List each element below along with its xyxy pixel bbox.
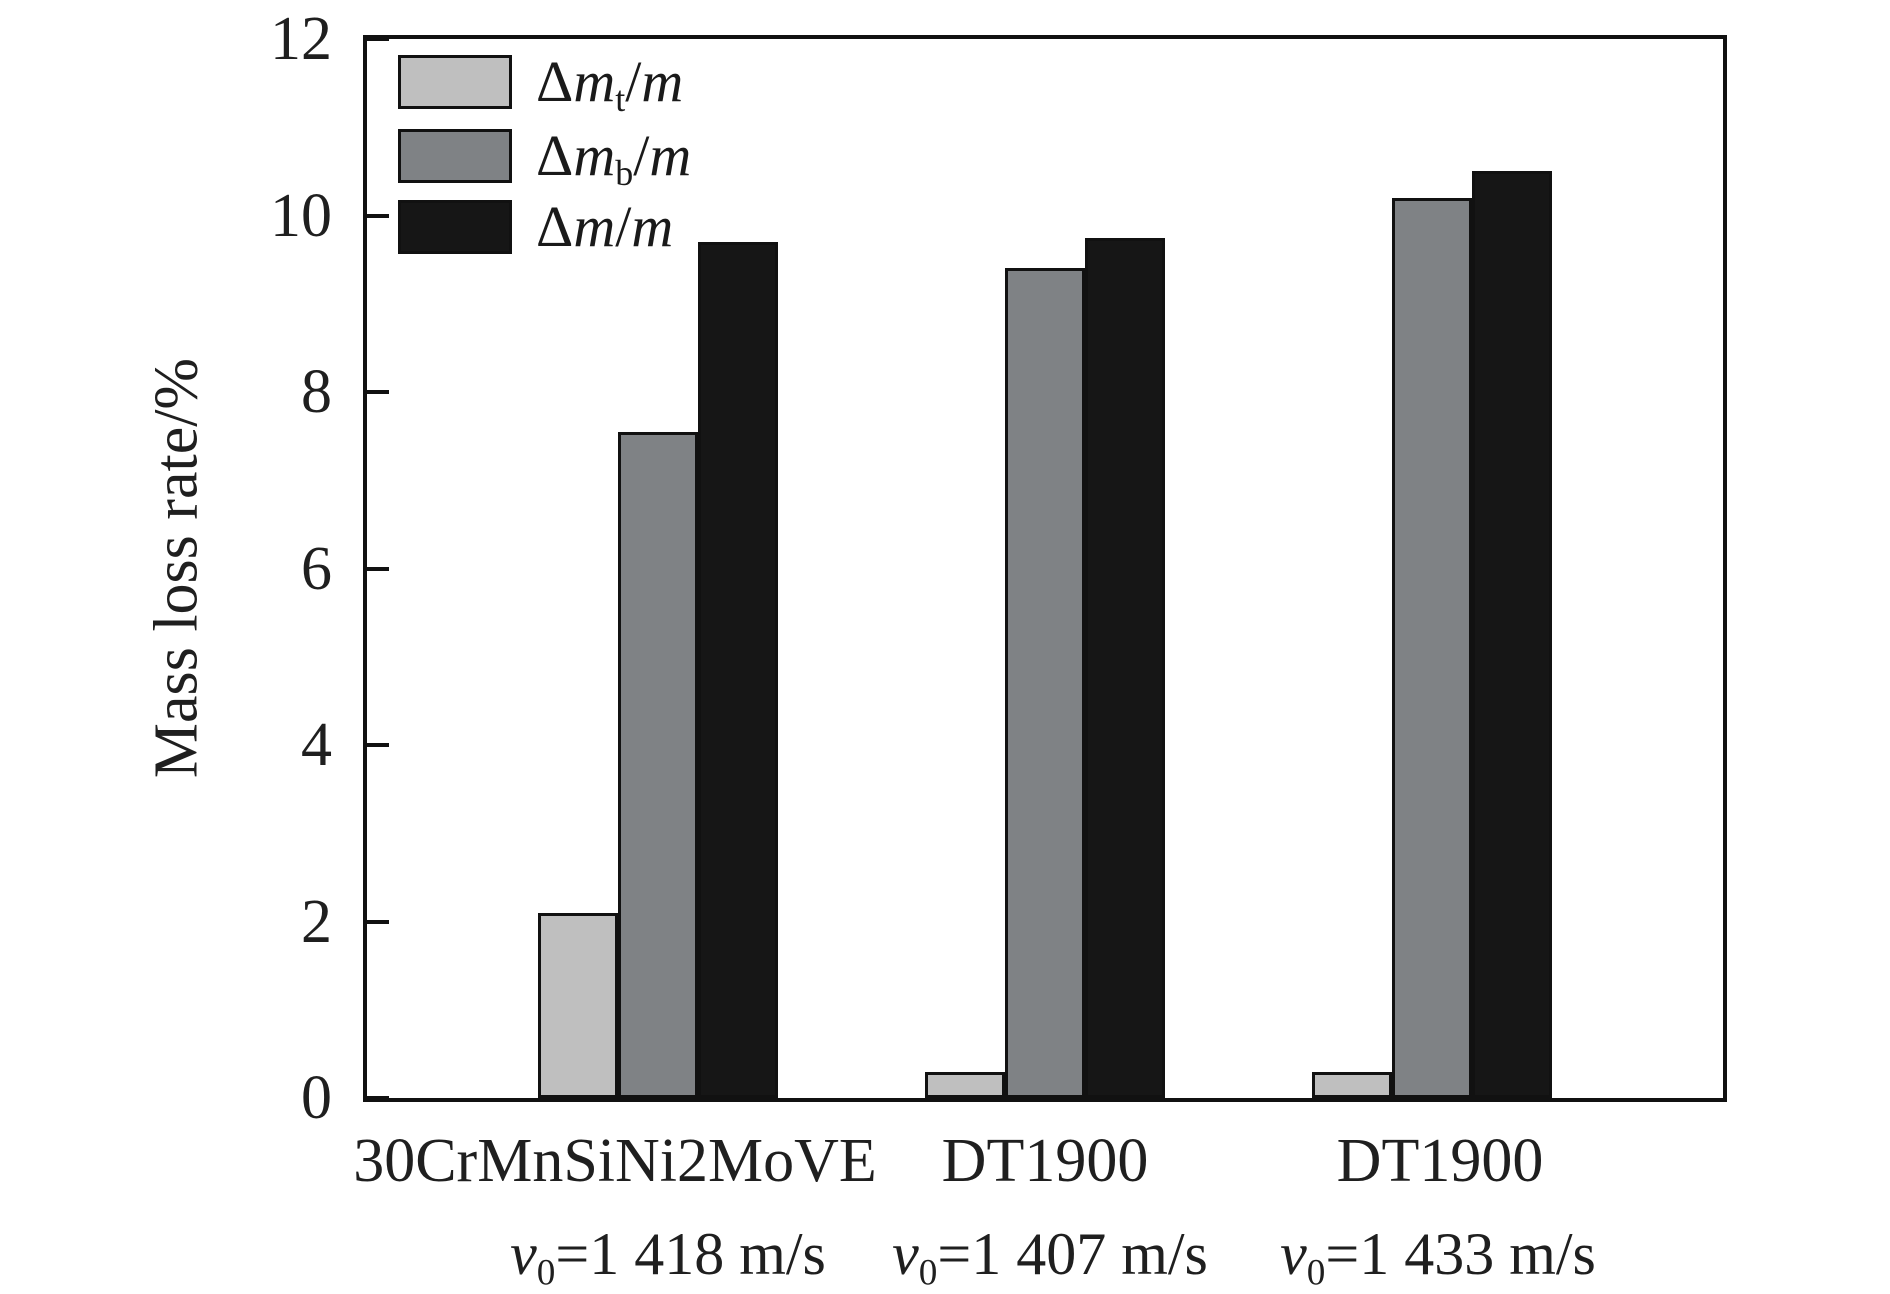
legend-item-dmt: Δmt/m bbox=[398, 49, 684, 120]
bar-dmt-group3 bbox=[1312, 1071, 1393, 1098]
bar-dm-group3 bbox=[1472, 171, 1553, 1098]
y-tick-mark-2 bbox=[367, 919, 389, 924]
y-tick-label-8: 8 bbox=[301, 358, 332, 426]
x-sublabel-group1: v0=1 418 m/s bbox=[510, 1221, 826, 1294]
x-label-group2: DT1900 bbox=[941, 1127, 1149, 1195]
bar-dmb-group2 bbox=[1005, 268, 1085, 1098]
y-tick-mark-6 bbox=[367, 566, 389, 571]
x-label-group1: 30CrMnSiNi2MoVE bbox=[353, 1127, 877, 1195]
legend-item-dmb: Δmb/m bbox=[398, 123, 692, 194]
legend-swatch-dmt bbox=[398, 55, 512, 109]
y-tick-label-0: 0 bbox=[301, 1064, 332, 1132]
bar-dmb-group1 bbox=[617, 431, 698, 1098]
y-tick-mark-12 bbox=[367, 37, 389, 41]
x-sublabel-group3: v0=1 433 m/s bbox=[1280, 1221, 1596, 1294]
legend-item-dm: Δm/m bbox=[398, 198, 673, 256]
legend-label-dm: Δm/m bbox=[536, 194, 674, 259]
y-tick-label-10: 10 bbox=[270, 181, 332, 250]
y-tick-label-4: 4 bbox=[301, 711, 332, 779]
y-tick-mark-0 bbox=[367, 1096, 389, 1100]
y-tick-label-12: 12 bbox=[270, 5, 332, 73]
y-tick-mark-8 bbox=[367, 390, 389, 394]
legend-label-dmb: Δmb/m bbox=[536, 123, 692, 194]
bar-dmt-group2 bbox=[925, 1071, 1005, 1098]
legend-swatch-dm bbox=[398, 200, 512, 254]
bar-dm-group1 bbox=[697, 241, 778, 1098]
y-tick-label-2: 2 bbox=[301, 887, 332, 956]
y-tick-mark-10 bbox=[367, 213, 389, 218]
legend-label-dmt: Δmt/m bbox=[536, 49, 684, 120]
bar-dmb-group3 bbox=[1392, 197, 1473, 1098]
y-tick-label-6: 6 bbox=[301, 534, 332, 603]
bar-dm-group2 bbox=[1085, 237, 1165, 1098]
x-sublabel-group2: v0=1 407 m/s bbox=[892, 1221, 1208, 1294]
bar-dmt-group1 bbox=[537, 912, 618, 1098]
x-label-group3: DT1900 bbox=[1336, 1127, 1544, 1195]
plot-area: Δmt/m Δmb/m Δm/m bbox=[363, 35, 1727, 1102]
legend-swatch-dmb bbox=[398, 129, 512, 183]
y-tick-mark-4 bbox=[367, 743, 389, 747]
